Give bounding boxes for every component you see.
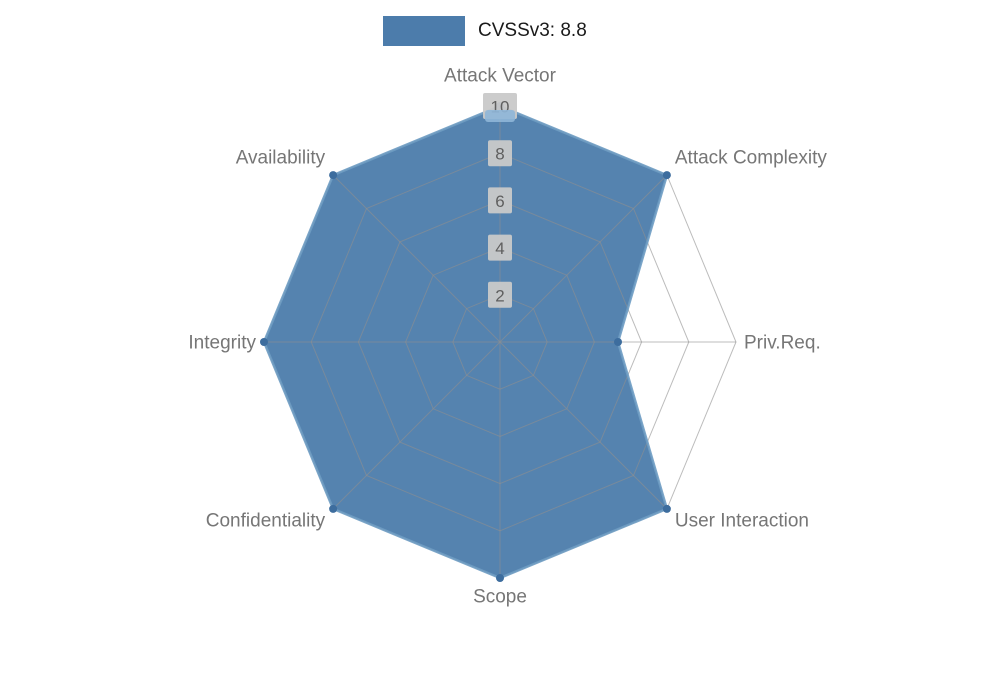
- vertex-dot: [662, 171, 671, 180]
- vertex-dot: [662, 504, 671, 513]
- axis-label-attack-vector: Attack Vector: [444, 66, 557, 87]
- tick-label-bg: [488, 234, 512, 261]
- tick-label: 4: [495, 239, 504, 258]
- axis-label-availability: Availability: [236, 148, 326, 169]
- axis-label-user-interaction: User Interaction: [675, 510, 809, 531]
- tick-label-bg: [488, 281, 512, 308]
- axis-label-integrity: Integrity: [188, 333, 256, 354]
- vertex-dot: [329, 171, 338, 180]
- top-vertex-marker: [485, 110, 515, 122]
- chart-legend: CVSSv3: 8.8: [383, 16, 587, 46]
- tick-label-bg: [488, 140, 512, 167]
- axis-label-confidentiality: Confidentiality: [206, 510, 326, 531]
- legend-swatch: [383, 16, 465, 46]
- vertex-dot: [329, 504, 338, 513]
- axis-spoke: [499, 174, 668, 343]
- axis-label-priv-req: Priv.Req.: [744, 333, 821, 354]
- tick-label: 2: [495, 286, 504, 305]
- axis-spoke: [499, 341, 668, 510]
- vertex-dot: [614, 338, 622, 346]
- tick-label: 8: [495, 145, 504, 164]
- axis-label-attack-complexity: Attack Complexity: [675, 148, 828, 169]
- axis-spoke: [332, 341, 501, 510]
- legend-label: CVSSv3: 8.8: [478, 20, 587, 41]
- axis-label-scope: Scope: [473, 587, 527, 608]
- axis-spoke: [332, 174, 501, 343]
- vertex-dot: [496, 574, 504, 582]
- tick-label-bg: [488, 187, 512, 214]
- tick-label: 6: [495, 192, 504, 211]
- vertex-dot: [260, 338, 268, 346]
